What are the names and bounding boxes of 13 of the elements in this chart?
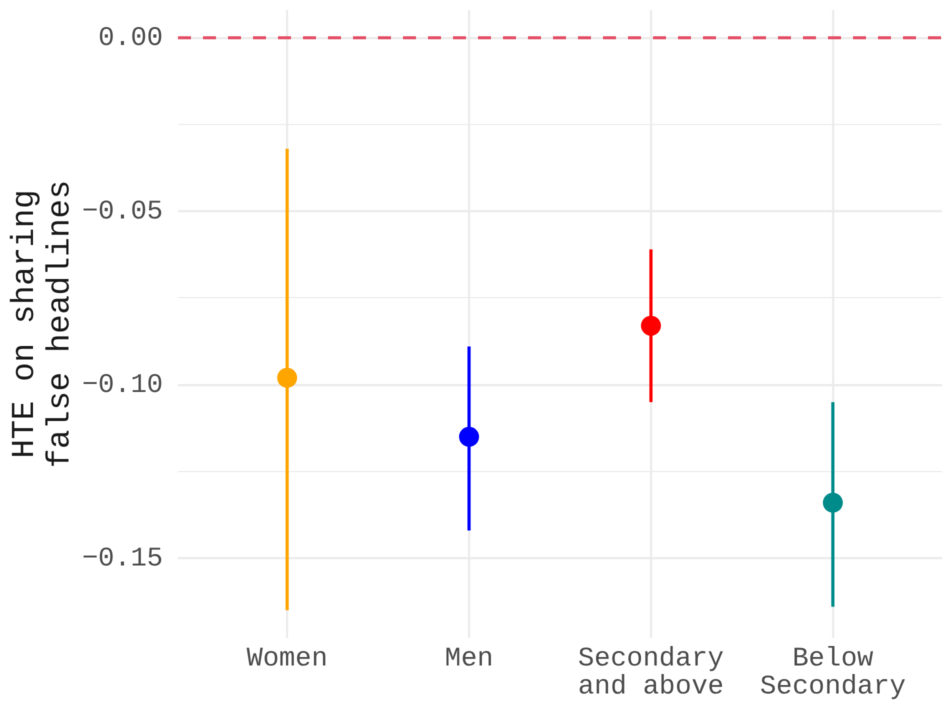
y-tick-label: −0.15 [82, 544, 163, 574]
x-tick-label: Women [246, 644, 328, 674]
y-tick-label: −0.05 [82, 197, 163, 228]
x-tick-label: Secondary and above [578, 644, 724, 703]
point [277, 368, 298, 388]
y-tick-label: −0.10 [82, 370, 163, 401]
point [459, 426, 480, 447]
point [822, 492, 843, 513]
y-axis-title: HTE on sharing false headlines [6, 180, 78, 468]
point [640, 316, 661, 336]
y-tick-label: 0.00 [98, 24, 163, 54]
x-tick-label: Below Secondary [760, 644, 906, 703]
x-tick-label: Men [444, 644, 494, 674]
